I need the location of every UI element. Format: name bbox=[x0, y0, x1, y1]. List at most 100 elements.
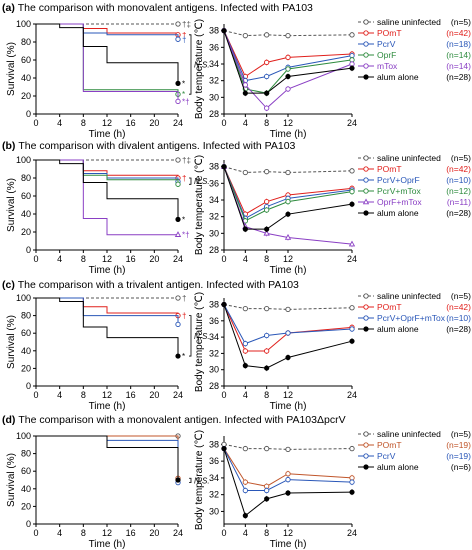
temperature-point-alum bbox=[221, 301, 227, 308]
temperature-point-alum bbox=[349, 489, 355, 495]
survival-mark-oprf: * bbox=[182, 90, 185, 99]
survival-point-pcrv_mtox bbox=[175, 181, 181, 187]
legend-n-trival: (n=10) bbox=[446, 313, 471, 323]
temperature-point-saline bbox=[285, 306, 291, 313]
panel-title: (a) The comparison with monovalent antig… bbox=[2, 2, 313, 14]
temperature-x-tick-label: 4 bbox=[243, 118, 248, 128]
temperature-point-pcrv_mtox bbox=[285, 199, 291, 205]
panel-title: (d) The comparison with a monovalent ant… bbox=[2, 414, 346, 426]
legend-label-pcrv: PcrV bbox=[377, 451, 396, 461]
legend-marker-pcrv bbox=[363, 41, 369, 47]
survival-y-tick-label: 80 bbox=[21, 173, 31, 183]
legend-marker-alum bbox=[363, 326, 369, 332]
legend-marker-saline bbox=[363, 431, 369, 437]
temperature-point-alum bbox=[285, 490, 291, 496]
temperature-point-saline bbox=[349, 305, 355, 311]
temperature-y-tick-label: 36 bbox=[209, 42, 219, 52]
survival-y-tick-label: 40 bbox=[21, 209, 31, 219]
legend-n-pcrv_mtox: (n=12) bbox=[446, 186, 471, 196]
temperature-point-alum bbox=[242, 363, 248, 369]
temperature-point-alum bbox=[264, 90, 270, 96]
temperature-point-alum bbox=[242, 513, 248, 519]
temperature-y-axis-label: Body temperature (℃) bbox=[194, 430, 205, 530]
temperature-line-saline bbox=[223, 30, 353, 37]
panel-label: (a) bbox=[2, 2, 18, 14]
survival-x-tick-label: 20 bbox=[149, 254, 159, 264]
temperature-plot: 0 4 8 12 24 28 30 32 34 36 38 Time (h) Body temperat… bbox=[194, 19, 357, 140]
survival-x-axis-label: Time (h) bbox=[89, 129, 126, 140]
survival-y-tick-label: 80 bbox=[21, 311, 31, 321]
temperature-point-saline bbox=[349, 168, 355, 174]
temperature-plot: 0 4 8 12 24 28 30 32 34 36 38 Time (h) Body temperat… bbox=[194, 292, 357, 412]
survival-point-alum bbox=[175, 216, 181, 222]
temperature-x-tick-label: 0 bbox=[221, 390, 226, 400]
panel-title-text: The comparison with monovalent antigens.… bbox=[18, 2, 313, 14]
temperature-point-alum bbox=[242, 90, 248, 96]
survival-x-tick-label: 4 bbox=[57, 118, 62, 128]
ns-label: N.S. bbox=[194, 476, 210, 485]
legend-n-saline: (n=5) bbox=[451, 429, 471, 439]
legend-n-alum: (n=28) bbox=[446, 208, 471, 218]
legend-n-pomt: (n=19) bbox=[446, 440, 471, 450]
survival-point-saline bbox=[175, 295, 181, 301]
survival-mark-oprf_mtox: *† bbox=[182, 231, 190, 240]
temperature-point-alum bbox=[221, 164, 227, 170]
panel-b: (b) The comparison with divalent antigen… bbox=[2, 140, 471, 276]
temperature-point-saline bbox=[242, 33, 248, 39]
temperature-point-alum bbox=[264, 365, 270, 371]
temperature-point-saline bbox=[242, 445, 248, 452]
legend-label-pomt: POmT bbox=[377, 28, 402, 38]
survival-plot: 0 4 8 12 16 20 24 0 20 40 60 80 100 Time (h) Survival … bbox=[6, 19, 210, 140]
legend-n-pomt: (n=42) bbox=[446, 164, 471, 174]
temperature-y-axis-label: Body temperature (℃) bbox=[194, 19, 205, 119]
legend-n-oprf_mtox: (n=11) bbox=[447, 197, 471, 207]
ns-label: N.S. bbox=[194, 332, 210, 341]
temperature-point-saline bbox=[264, 169, 270, 175]
temperature-point-pcrv_mtox bbox=[349, 189, 355, 195]
survival-y-tick-label: 60 bbox=[21, 328, 31, 338]
survival-line-alum bbox=[36, 159, 179, 220]
survival-y-tick-label: 0 bbox=[26, 519, 31, 529]
survival-point-oprf_mtox bbox=[174, 231, 182, 237]
survival-x-tick-label: 0 bbox=[33, 390, 38, 400]
legend-marker-alum bbox=[363, 464, 369, 470]
temperature-line-saline bbox=[223, 443, 353, 450]
panel-title: (b) The comparison with divalent antigen… bbox=[2, 140, 296, 152]
panel-title-text: The comparison with a monovalent antigen… bbox=[18, 414, 345, 426]
temperature-y-tick-label: 34 bbox=[209, 332, 219, 342]
survival-x-tick-label: 8 bbox=[81, 254, 86, 264]
survival-mark-pomt: † bbox=[182, 312, 186, 321]
temperature-y-tick-label: 32 bbox=[209, 490, 219, 500]
temperature-point-saline bbox=[285, 169, 291, 176]
ns-bracket bbox=[189, 477, 192, 484]
panel-title: (c) The comparison with a trivalent anti… bbox=[2, 279, 299, 291]
legend-marker-pcrv_oprf bbox=[363, 177, 369, 183]
legend-marker-pcrv_mtox bbox=[363, 188, 369, 194]
temperature-y-tick-label: 32 bbox=[209, 76, 219, 86]
temperature-x-axis-label: Time (h) bbox=[270, 401, 307, 412]
ns-label: N.S. bbox=[194, 177, 210, 186]
temperature-point-trival bbox=[264, 332, 270, 339]
survival-x-tick-label: 20 bbox=[149, 390, 159, 400]
survival-x-axis-label: Time (h) bbox=[89, 539, 126, 550]
temperature-y-tick-label: 34 bbox=[209, 195, 219, 205]
survival-x-tick-label: 24 bbox=[173, 254, 183, 264]
survival-point-alum bbox=[175, 477, 181, 483]
legend-label-saline: saline uninfected bbox=[377, 153, 441, 163]
legend-marker-pomt bbox=[363, 304, 369, 310]
survival-y-tick-label: 100 bbox=[16, 431, 31, 441]
temperature-line-saline bbox=[223, 166, 353, 174]
temperature-y-tick-label: 28 bbox=[209, 109, 219, 119]
legend-label-oprf_mtox: OprF+mTox bbox=[377, 197, 422, 207]
temperature-y-tick-label: 38 bbox=[209, 26, 219, 36]
survival-y-tick-label: 0 bbox=[26, 381, 31, 391]
legend-label-saline: saline uninfected bbox=[377, 291, 441, 301]
legend-label-pomt: POmT bbox=[377, 302, 402, 312]
temperature-point-alum bbox=[349, 338, 355, 344]
legend-label-pcrv: PcrV bbox=[377, 39, 396, 49]
temperature-point-saline bbox=[349, 32, 355, 38]
legend-n-pomt: (n=42) bbox=[446, 302, 471, 312]
temperature-point-saline bbox=[264, 305, 270, 312]
survival-x-tick-label: 16 bbox=[126, 390, 136, 400]
survival-x-tick-label: 24 bbox=[173, 118, 183, 128]
